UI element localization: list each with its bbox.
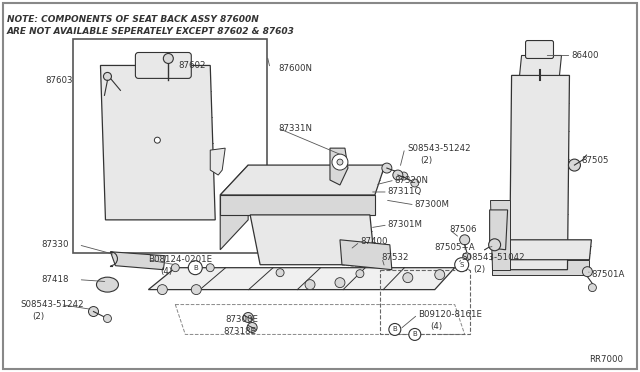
Text: RR7000: RR7000 [589,355,623,364]
Circle shape [332,154,348,170]
Text: 87505: 87505 [581,155,609,164]
Polygon shape [492,260,589,275]
Circle shape [356,270,364,278]
Text: 87300M: 87300M [415,201,450,209]
Polygon shape [220,195,375,215]
Circle shape [243,312,253,323]
Bar [380,270,470,334]
Circle shape [305,280,315,290]
Text: (4): (4) [430,322,442,331]
Polygon shape [220,165,248,250]
Circle shape [88,307,99,317]
Text: 87506: 87506 [450,225,477,234]
Circle shape [400,172,408,180]
Text: 87400: 87400 [360,237,387,246]
FancyBboxPatch shape [525,41,554,58]
Bar [72,39,267,253]
Circle shape [335,278,345,288]
Polygon shape [490,200,509,270]
Text: 87505+A: 87505+A [434,243,475,252]
Circle shape [382,163,392,173]
Circle shape [393,170,403,180]
Text: S08543-51242: S08543-51242 [408,144,472,153]
Polygon shape [520,55,561,76]
Polygon shape [492,240,591,260]
Polygon shape [340,240,392,270]
Text: (2): (2) [33,312,45,321]
Text: (4): (4) [161,267,172,276]
Circle shape [247,323,257,333]
Polygon shape [100,65,215,220]
Text: S: S [460,262,464,268]
Circle shape [460,235,470,245]
Polygon shape [148,268,454,290]
Text: B: B [412,331,417,337]
Circle shape [157,285,167,295]
Circle shape [588,283,596,292]
Polygon shape [111,252,165,270]
Text: (2): (2) [420,155,432,164]
Circle shape [154,137,161,143]
Text: 87318E: 87318E [223,327,256,336]
Circle shape [104,314,111,323]
Polygon shape [330,148,348,185]
Text: NOTE: COMPONENTS OF SEAT BACK ASSY 87600N: NOTE: COMPONENTS OF SEAT BACK ASSY 87600… [6,15,259,24]
Text: 87603: 87603 [45,76,72,85]
Circle shape [403,273,413,283]
Circle shape [163,54,173,64]
Polygon shape [220,165,385,195]
Text: 87311Q: 87311Q [388,187,422,196]
Circle shape [276,269,284,277]
Circle shape [463,253,470,261]
FancyBboxPatch shape [136,52,191,78]
Text: S08543-51042: S08543-51042 [461,253,525,262]
Text: 87320N: 87320N [395,176,429,185]
Circle shape [389,324,401,336]
Polygon shape [490,210,508,250]
Text: B: B [392,327,397,333]
Text: B08124-0201E: B08124-0201E [148,255,212,264]
Text: S08543-51242: S08543-51242 [20,300,84,309]
Circle shape [582,267,593,277]
Circle shape [454,258,468,272]
Text: 87602: 87602 [179,61,206,70]
Text: ARE NOT AVAILABLE SEPERATELY EXCEPT 87602 & 87603: ARE NOT AVAILABLE SEPERATELY EXCEPT 8760… [6,26,294,36]
Ellipse shape [97,277,118,292]
Text: 87330: 87330 [41,240,68,249]
Circle shape [188,261,202,275]
Circle shape [206,264,214,272]
Text: 87532: 87532 [382,253,410,262]
Text: 87331N: 87331N [278,124,312,133]
Circle shape [568,159,580,171]
Circle shape [411,179,419,187]
Text: 87301M: 87301M [388,220,423,230]
Polygon shape [210,148,225,175]
Circle shape [191,285,201,295]
Text: B: B [193,265,198,271]
Text: 86400: 86400 [572,51,599,60]
Polygon shape [509,76,570,270]
Text: 87600N: 87600N [278,64,312,73]
Circle shape [104,73,111,80]
Circle shape [435,270,445,280]
Text: 87418: 87418 [41,275,68,284]
Circle shape [488,239,500,251]
Text: 87300E: 87300E [225,315,258,324]
Circle shape [337,159,343,165]
Polygon shape [250,215,375,265]
Polygon shape [175,305,465,334]
Circle shape [409,328,420,340]
Text: B09120-8161E: B09120-8161E [418,310,482,319]
Text: 87501A: 87501A [591,270,625,279]
Text: (2): (2) [474,265,486,274]
Circle shape [172,264,179,272]
